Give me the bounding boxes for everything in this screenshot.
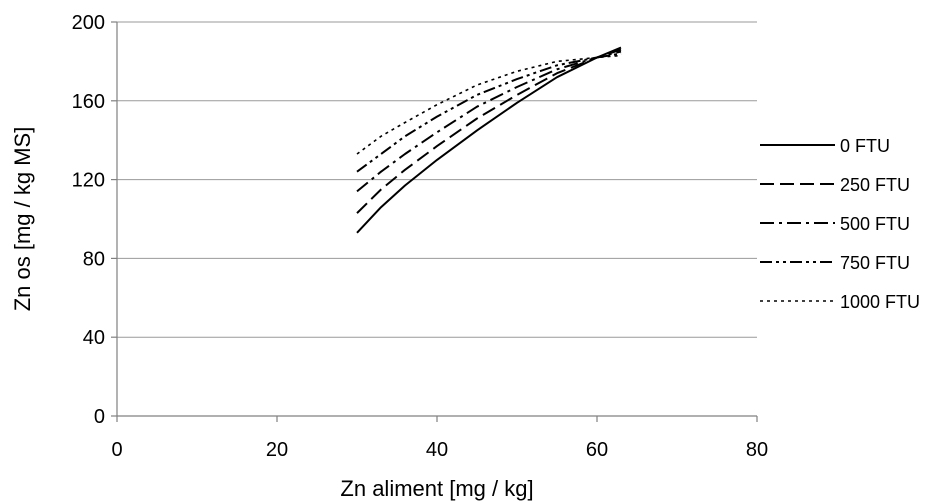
y-tick-label-160: 160 [72,91,105,113]
x-tick-label-40: 40 [426,439,448,461]
series-line-4 [356,54,622,155]
axes [111,21,758,422]
legend-label-0: 0 FTU [840,136,890,156]
legend-label-3: 750 FTU [840,253,910,273]
series-line-3 [356,52,622,173]
y-tick-label-120: 120 [72,170,105,192]
x-tick-label-0: 0 [111,439,122,461]
legend: 0 FTU 250 FTU 500 FTU 750 FTU 1000 FTU [760,136,920,312]
series-lines [356,46,622,234]
y-tick-label-200: 200 [72,12,105,34]
series-line-1 [356,48,622,214]
x-axis-label: Zn aliment [mg / kg] [340,476,533,501]
gridlines [117,21,757,338]
tick-labels: 0 40 80 120 160 200 0 20 40 60 80 [72,12,769,461]
legend-label-2: 500 FTU [840,214,910,234]
x-tick-label-80: 80 [746,439,768,461]
legend-label-1: 250 FTU [840,175,910,195]
y-tick-label-0: 0 [94,406,105,428]
y-axis-label: Zn os [mg / kg MS] [10,127,35,312]
x-tick-label-60: 60 [586,439,608,461]
legend-label-4: 1000 FTU [840,292,920,312]
x-tick-label-20: 20 [266,439,288,461]
series-line-2 [356,50,622,193]
series-line-0 [356,46,622,234]
y-tick-label-40: 40 [83,327,105,349]
y-tick-label-80: 80 [83,248,105,270]
